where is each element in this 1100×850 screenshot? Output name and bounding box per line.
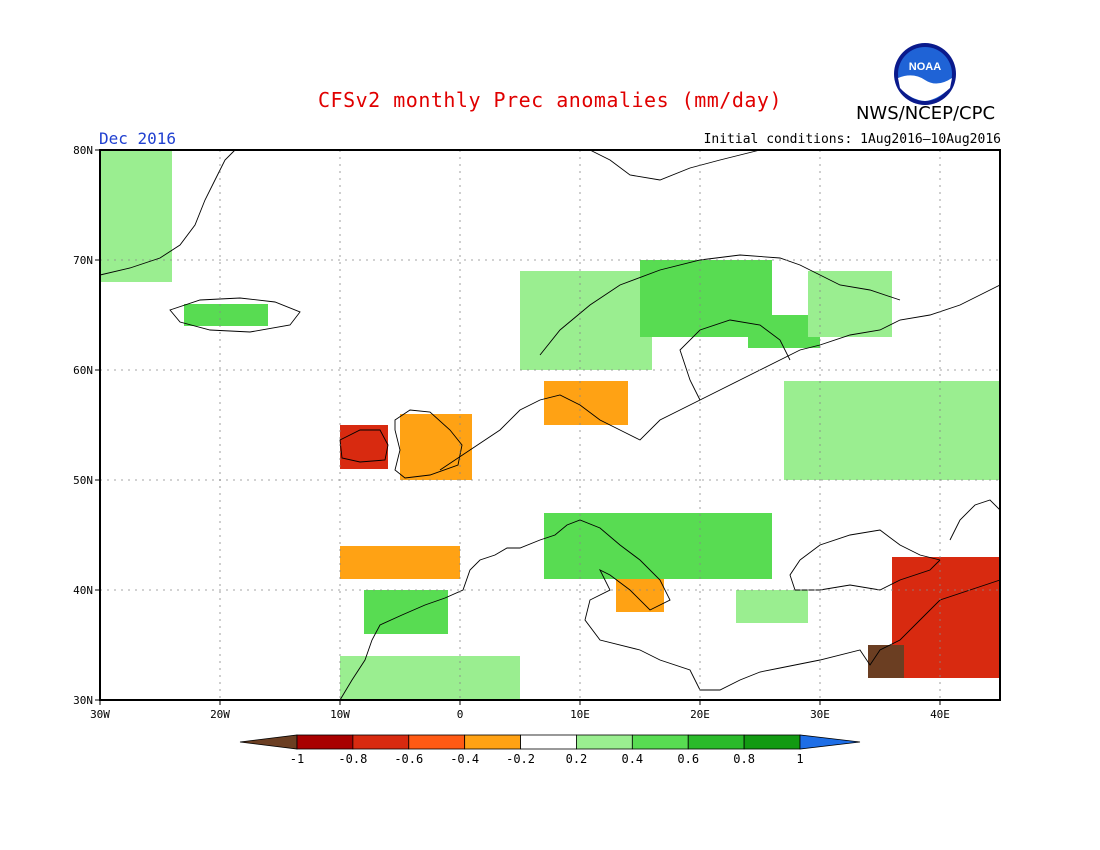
map-frame <box>99 149 1001 701</box>
anomaly-region-6 <box>784 381 1000 480</box>
colorbar-over-arrow <box>799 734 861 750</box>
coastline-black-sea <box>789 529 941 591</box>
colorbar-tick-label: -1 <box>290 752 304 766</box>
coastline-ireland <box>339 429 389 463</box>
anomaly-region-0 <box>100 150 172 282</box>
anomaly-region-17 <box>868 645 904 678</box>
colorbar-swatch <box>408 734 466 750</box>
tick-label-lon: 20W <box>210 708 230 721</box>
colorbar-tick-label: -0.8 <box>338 752 367 766</box>
tick-label-lon: 0 <box>457 708 464 721</box>
colorbar-swatch <box>631 734 689 750</box>
svg-text:NOAA: NOAA <box>909 61 941 73</box>
colorbar-swatch <box>352 734 410 750</box>
colorbar-tick-label: 0.6 <box>677 752 699 766</box>
anomaly-region-1 <box>184 304 268 326</box>
colorbar-under-arrow <box>239 734 298 750</box>
anomaly-regions <box>100 150 1000 700</box>
colorbar-tick-label: 0.2 <box>566 752 588 766</box>
noaa-logo: NOAA <box>894 43 956 105</box>
anomaly-region-15 <box>736 590 808 623</box>
tick-label-lon: 10E <box>570 708 590 721</box>
coastline-svalbard <box>589 149 761 181</box>
tick-label-lat: 40N <box>73 584 93 597</box>
coastline-greenland <box>99 149 236 276</box>
colorbar-tick-label: -0.2 <box>506 752 535 766</box>
initial-conditions: Initial conditions: 1Aug2016–10Aug2016 <box>703 132 1001 147</box>
tick-label-lat: 70N <box>73 254 93 267</box>
tick-label-lon: 30E <box>810 708 830 721</box>
forecast-month: Dec 2016 <box>99 129 177 148</box>
tick-label-lon: 30W <box>90 708 110 721</box>
anomaly-region-13 <box>340 656 520 700</box>
tick-label-lon: 40E <box>930 708 950 721</box>
tick-label-lat: 60N <box>73 364 93 377</box>
colorbar-tick-label: 1 <box>796 752 803 766</box>
tick-label-lat: 50N <box>73 474 93 487</box>
anomaly-region-2 <box>520 271 652 370</box>
coastline-britain <box>394 409 463 479</box>
colorbar-legend: -1 -0.8 -0.6 -0.4 -0.2 0.2 0.4 0.6 0.8 1 <box>239 734 861 766</box>
colorbar-swatch <box>464 734 521 750</box>
anomaly-region-11 <box>340 546 460 579</box>
colorbar-tick-label: -0.4 <box>450 752 479 766</box>
colorbar-tick-label: 0.4 <box>621 752 643 766</box>
anomaly-region-12 <box>364 590 448 634</box>
coastline-caspian <box>949 499 1001 541</box>
colorbar-swatch <box>296 734 354 750</box>
anomaly-region-16 <box>892 557 1000 678</box>
colorbar-tick-label: -0.6 <box>394 752 423 766</box>
colorbar-swatch <box>520 734 577 750</box>
anomaly-region-10 <box>544 513 772 579</box>
tick-label-lat: 80N <box>73 144 93 157</box>
tick-label-lat: 30N <box>73 694 93 707</box>
anomaly-region-9 <box>544 381 628 425</box>
colorbar-swatch <box>743 734 801 750</box>
map-tick-labels: 30W 20W 10W 0 10E 20E 30E 40E 30N 40N 50N 60N 70N 80N <box>73 144 950 721</box>
coastline-scandinavia <box>539 254 901 401</box>
colorbar-swatch <box>687 734 745 750</box>
tick-label-lon: 20E <box>690 708 710 721</box>
organization-label: NWS/NCEP/CPC <box>855 103 996 124</box>
lat-lon-grid <box>100 150 1000 700</box>
tick-label-lon: 10W <box>330 708 350 721</box>
colorbar-tick-label: 0.8 <box>733 752 755 766</box>
anomaly-region-5 <box>808 271 892 337</box>
colorbar-swatch <box>576 734 633 750</box>
map-title: CFSv2 monthly Prec anomalies (mm/day) <box>317 88 783 112</box>
